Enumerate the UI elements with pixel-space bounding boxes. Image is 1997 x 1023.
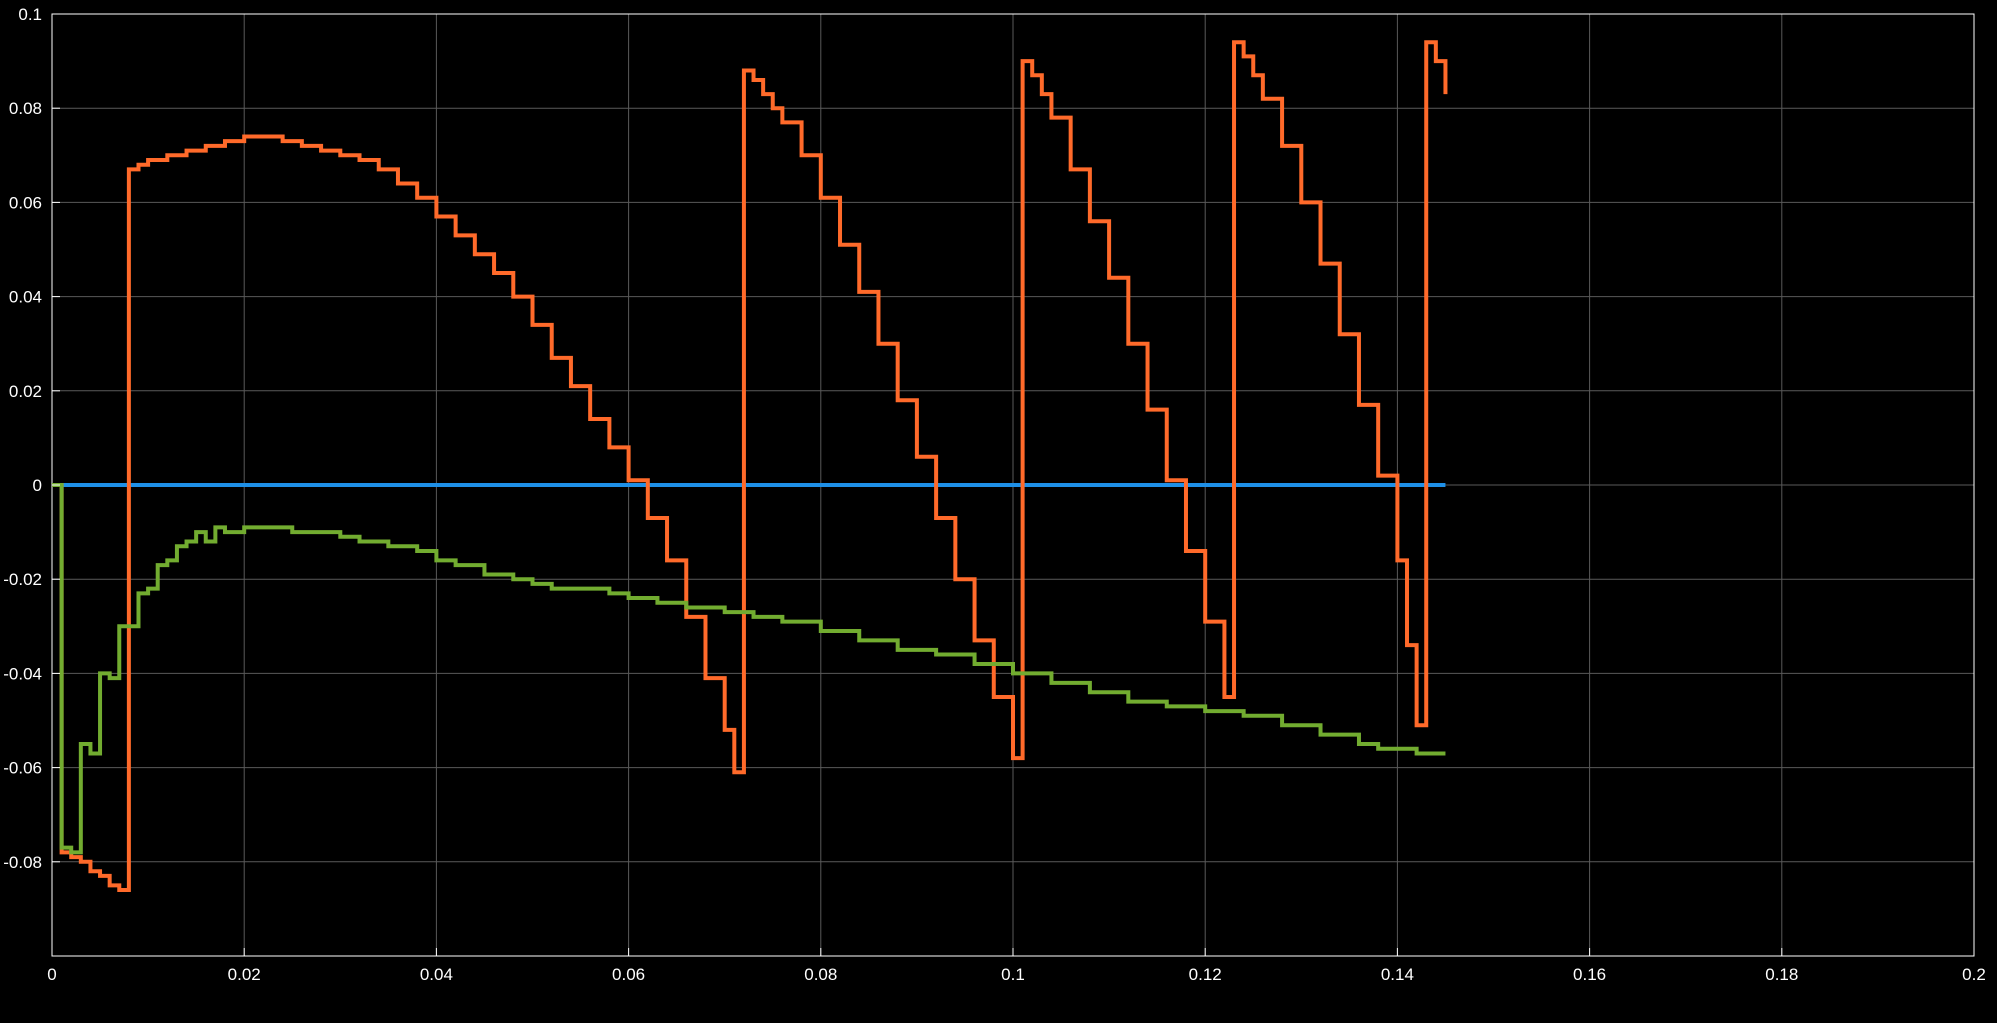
y-tick-label: 0.02	[9, 382, 42, 401]
y-axis-ticks: -0.08 -0.06 -0.04 -0.02 0 0.02 0.04 0.06 0.08 0.1	[3, 5, 60, 872]
x-tick-label: 0.08	[804, 965, 837, 984]
x-tick-label: 0.18	[1765, 965, 1798, 984]
x-tick-label: 0.1	[1001, 965, 1025, 984]
y-tick-label: 0.06	[9, 193, 42, 212]
series-line-3	[52, 483, 1446, 855]
x-tick-label: 0.2	[1962, 965, 1986, 984]
y-tick-label: 0.08	[9, 99, 42, 118]
y-tick-label: -0.02	[3, 570, 42, 589]
y-tick-label: 0	[33, 476, 42, 495]
x-tick-label: 0	[47, 965, 56, 984]
x-axis-ticks: 0 0.02 0.04 0.06 0.08 0.1 0.12 0.14 0.16 0.18 0.2	[47, 948, 1986, 984]
x-tick-label: 0.16	[1573, 965, 1606, 984]
x-tick-label: 0.12	[1189, 965, 1222, 984]
y-tick-label: -0.04	[3, 664, 42, 683]
y-tick-label: 0.1	[18, 5, 42, 24]
x-tick-label: 0.06	[612, 965, 645, 984]
series-layer	[52, 40, 1448, 893]
y-tick-label: -0.06	[3, 759, 42, 778]
x-tick-label: 0.02	[228, 965, 261, 984]
y-tick-label: 0.04	[9, 288, 42, 307]
y-tick-label: -0.08	[3, 853, 42, 872]
x-tick-label: 0.04	[420, 965, 453, 984]
x-tick-label: 0.14	[1381, 965, 1414, 984]
series-line-2	[52, 40, 1448, 893]
